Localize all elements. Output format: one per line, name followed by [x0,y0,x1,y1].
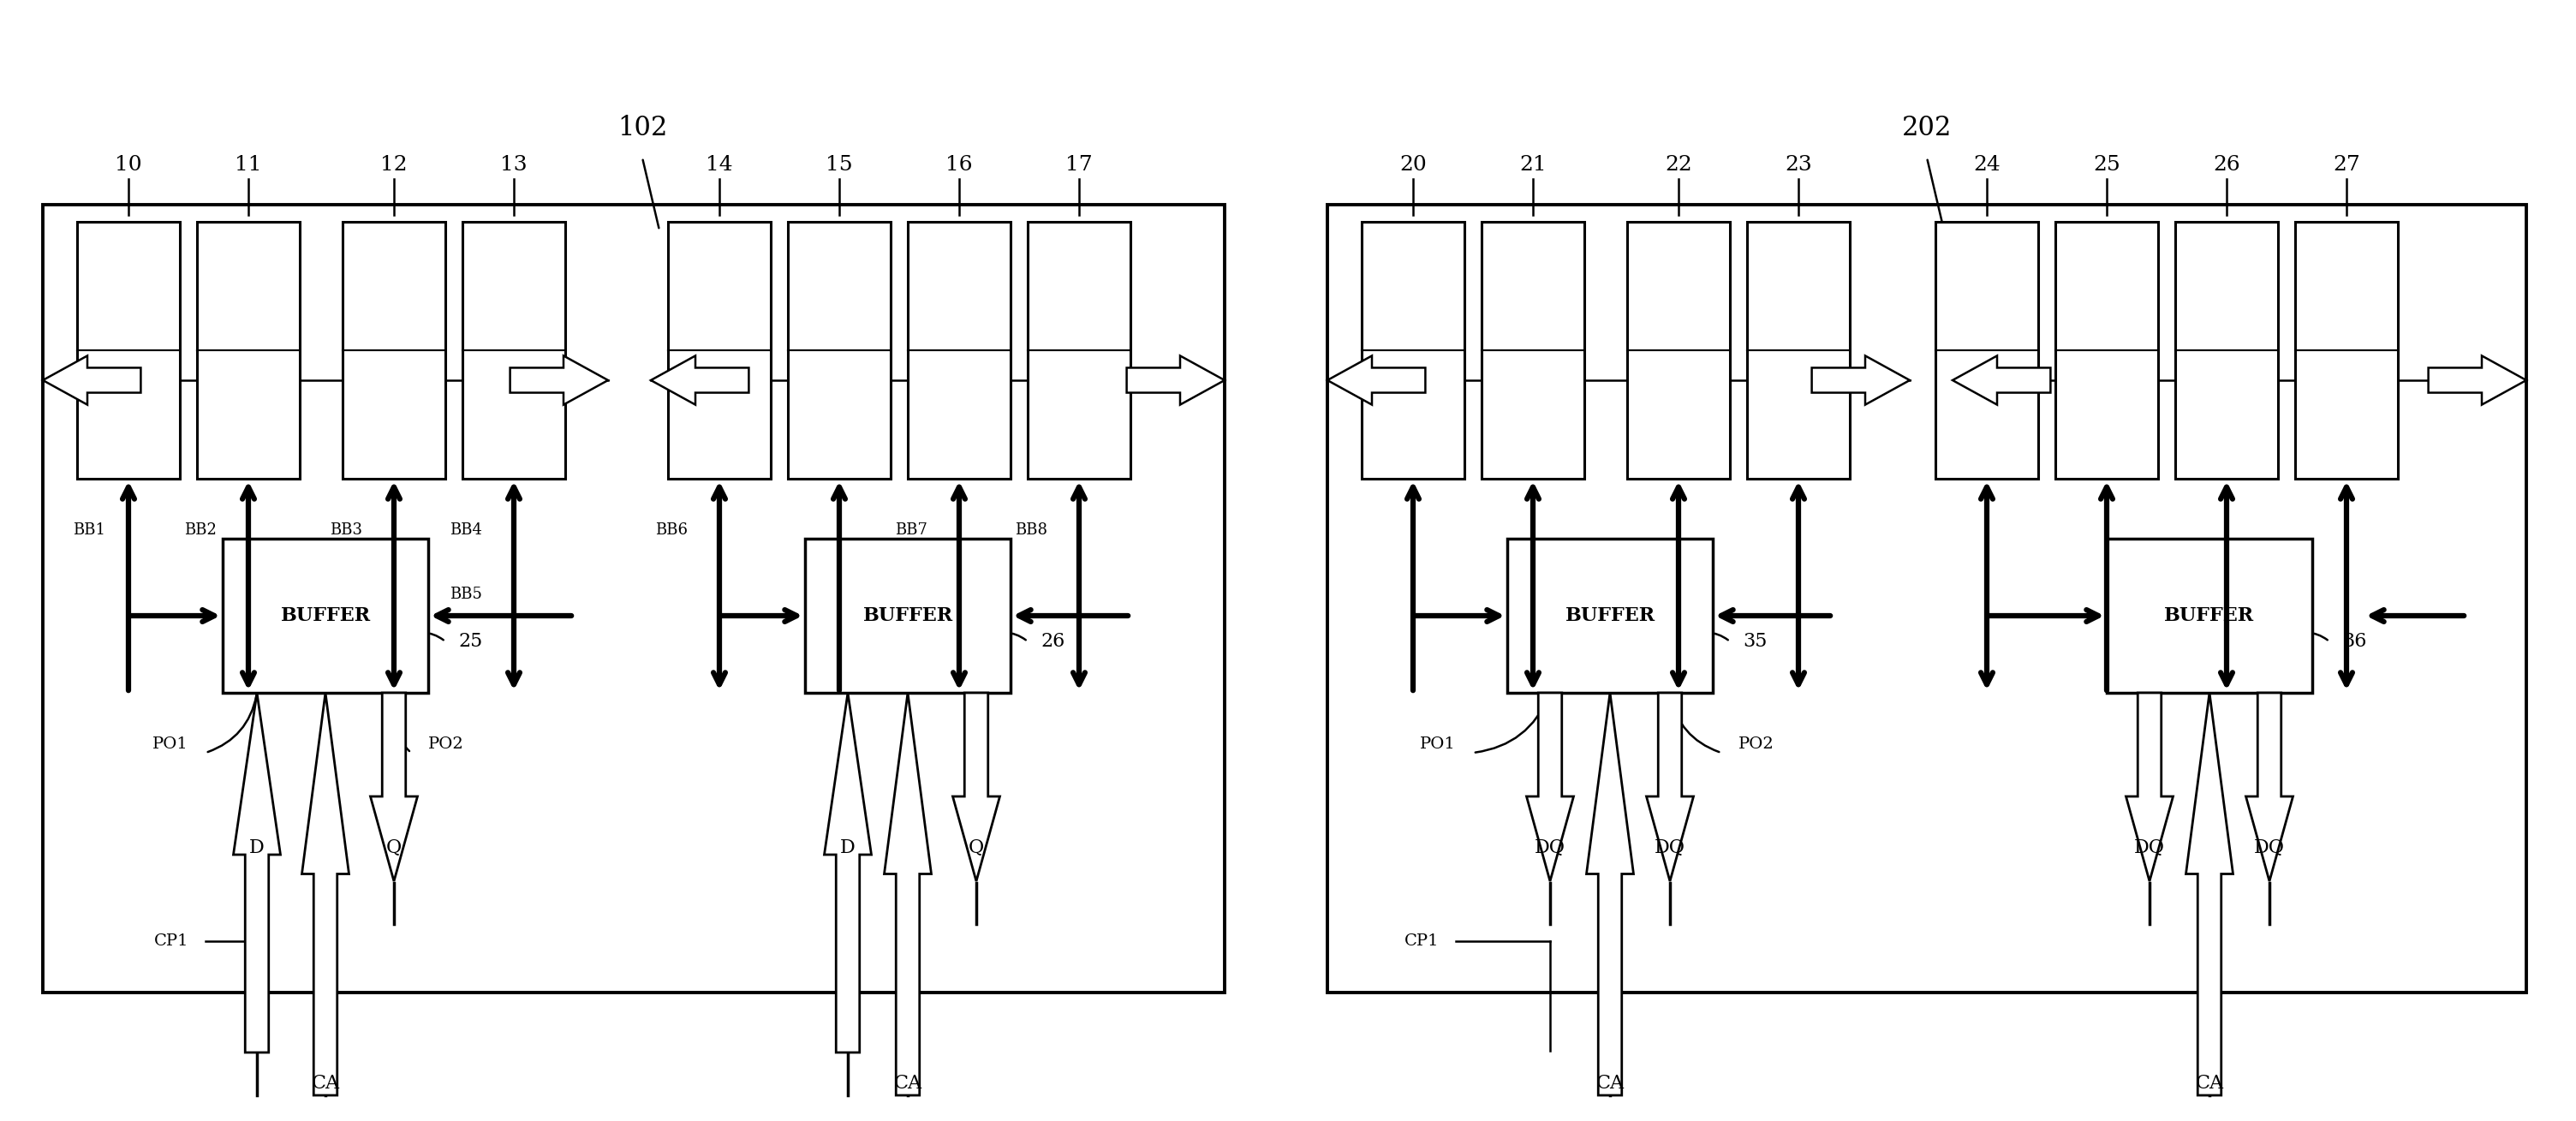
Polygon shape [2187,693,2233,1095]
Text: 24: 24 [1973,155,2002,175]
Text: 23: 23 [1785,155,1811,175]
Bar [1481,222,1584,479]
Bar [196,222,299,479]
Text: BUFFER: BUFFER [1566,606,1654,626]
Text: 25: 25 [459,632,482,651]
Bar [788,222,891,479]
Text: 25: 25 [2094,155,2120,175]
Text: D: D [250,839,265,858]
Text: CA: CA [1597,1074,1623,1093]
Bar [77,222,180,479]
Polygon shape [1528,693,1574,881]
Text: DQ: DQ [2254,839,2285,858]
Bar [667,222,770,479]
Text: 15: 15 [827,155,853,175]
Polygon shape [2429,355,2527,405]
Text: BB2: BB2 [183,522,216,538]
Bar [222,539,428,693]
Polygon shape [234,693,281,1053]
Text: CP1: CP1 [1404,934,1440,948]
Bar [2056,222,2159,479]
Polygon shape [1587,693,1633,1095]
Polygon shape [2246,693,2293,881]
Text: 21: 21 [1520,155,1546,175]
Text: CA: CA [894,1074,922,1093]
Text: Q: Q [386,839,402,858]
Bar [464,222,564,479]
Bar [1327,205,2527,992]
Polygon shape [1126,355,1224,405]
Polygon shape [510,355,608,405]
Polygon shape [1646,693,1692,881]
Text: DQ: DQ [1535,839,1566,858]
Bar [1028,222,1131,479]
Text: D: D [840,839,855,858]
Bar [806,539,1010,693]
Polygon shape [652,355,750,405]
Text: 22: 22 [1664,155,1692,175]
Text: 26: 26 [2213,155,2241,175]
Bar [1628,222,1731,479]
Text: PO1: PO1 [152,736,188,752]
Text: 26: 26 [1041,632,1064,651]
Text: 12: 12 [381,155,407,175]
Text: 27: 27 [2334,155,2360,175]
Bar [1935,222,2038,479]
Text: 10: 10 [116,155,142,175]
Bar [343,222,446,479]
Text: 35: 35 [1744,632,1767,651]
Bar [1363,222,1463,479]
Text: BB6: BB6 [654,522,688,538]
Text: BB8: BB8 [1015,522,1048,538]
Polygon shape [953,693,999,881]
Polygon shape [2125,693,2174,881]
Text: BB7: BB7 [894,522,927,538]
Polygon shape [371,693,417,881]
Text: 36: 36 [2342,632,2367,651]
Text: 20: 20 [1399,155,1427,175]
Text: BUFFER: BUFFER [281,606,371,626]
Polygon shape [1811,355,1909,405]
Text: BB1: BB1 [72,522,106,538]
Polygon shape [301,693,348,1095]
Text: PO2: PO2 [428,736,464,752]
Text: 13: 13 [500,155,528,175]
Text: BB4: BB4 [451,522,482,538]
Bar [1507,539,1713,693]
Text: 17: 17 [1066,155,1092,175]
Polygon shape [1953,355,2050,405]
Bar [1747,222,1850,479]
Text: CP1: CP1 [155,934,188,948]
Text: BB3: BB3 [330,522,363,538]
Bar [2295,222,2398,479]
Bar [44,205,1224,992]
Text: PO1: PO1 [1419,736,1455,752]
Text: BB5: BB5 [451,586,482,602]
Text: 102: 102 [618,114,667,141]
Text: DQ: DQ [1654,839,1685,858]
Text: CA: CA [2195,1074,2223,1093]
Polygon shape [44,355,142,405]
Text: DQ: DQ [2133,839,2164,858]
Polygon shape [824,693,871,1053]
Text: BUFFER: BUFFER [863,606,953,626]
Text: 16: 16 [945,155,974,175]
Bar [907,222,1010,479]
Bar [2107,539,2313,693]
Text: BUFFER: BUFFER [2164,606,2254,626]
Text: 14: 14 [706,155,734,175]
Text: 202: 202 [1901,114,1953,141]
Bar [2174,222,2277,479]
Text: CA: CA [312,1074,340,1093]
Polygon shape [1327,355,1425,405]
Text: PO2: PO2 [1739,736,1775,752]
Polygon shape [884,693,933,1095]
Text: 11: 11 [234,155,263,175]
Text: Q: Q [969,839,984,858]
